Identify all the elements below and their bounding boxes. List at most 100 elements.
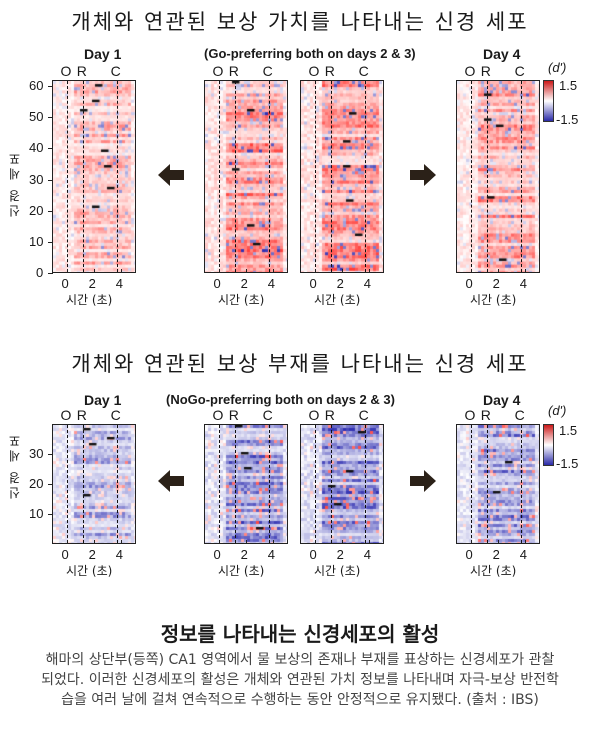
- event-line: [364, 81, 366, 272]
- event-line: [116, 425, 118, 543]
- x-tick-mark: [120, 269, 122, 272]
- x-tick-mark: [245, 540, 247, 543]
- event-label: O: [308, 63, 320, 79]
- event-label: C: [262, 63, 273, 79]
- y-tick-label: 30: [29, 446, 44, 461]
- x-tick-mark: [368, 269, 370, 272]
- heatmap-canvas: [457, 425, 539, 543]
- y-tick-mark: [48, 514, 53, 515]
- heatmap-panel: [52, 80, 136, 273]
- x-tick-label: 4: [363, 547, 371, 562]
- event-line: [330, 81, 332, 272]
- heatmap-panel: [300, 424, 384, 544]
- event-label: C: [514, 63, 525, 79]
- x-tick-mark: [497, 540, 499, 543]
- x-axis-label: 시간 (초): [218, 564, 265, 578]
- event-label: C: [358, 63, 369, 79]
- section2-title: 개체와 연관된 보상 부재를 나타내는 신경 세포: [71, 352, 529, 376]
- x-tick-mark: [314, 540, 316, 543]
- section1-colorbar-unit: (d'): [548, 60, 567, 75]
- x-tick-label: 4: [519, 276, 527, 291]
- x-tick-mark: [368, 540, 370, 543]
- event-line: [470, 81, 472, 272]
- panel-title-day4-s2: Day 4: [483, 392, 521, 408]
- section1-title: 개체와 연관된 보상 가치를 나타내는 신경 세포: [71, 10, 529, 34]
- event-line: [218, 425, 220, 543]
- x-tick-mark: [218, 269, 220, 272]
- x-tick-mark: [470, 540, 472, 543]
- event-label: O: [464, 63, 476, 79]
- event-label: O: [212, 63, 224, 79]
- panel-title-day1-s2: Day 1: [84, 392, 122, 408]
- x-tick-label: 2: [336, 547, 344, 562]
- y-tick-label: 0: [36, 265, 44, 280]
- event-line: [486, 425, 488, 543]
- event-label: R: [76, 407, 87, 423]
- heatmap-canvas: [301, 81, 383, 272]
- heatmap-panel: [456, 424, 540, 544]
- y-tick-mark: [48, 454, 53, 455]
- y-tick-mark: [48, 86, 53, 88]
- heatmap-panel: [300, 80, 384, 273]
- x-tick-mark: [245, 269, 247, 272]
- section2-colorbar-unit: (d'): [548, 403, 567, 418]
- section1-colorbar-min: -1.5: [556, 112, 579, 127]
- heatmap-canvas: [53, 81, 135, 272]
- event-line: [234, 425, 236, 543]
- x-tick-label: 4: [267, 547, 275, 562]
- x-tick-mark: [314, 269, 316, 272]
- x-axis-label: 시간 (초): [66, 564, 113, 578]
- section2-ylabel: 신경 세포: [8, 432, 22, 499]
- x-tick-label: 0: [213, 547, 221, 562]
- event-label: R: [228, 63, 239, 79]
- caption: 해마의 상단부(등쪽) CA1 영역에서 물 보상의 존재나 부재를 표상하는 …: [41, 652, 559, 708]
- y-tick-mark: [48, 210, 53, 212]
- heatmap-panel: [204, 424, 288, 544]
- heatmap-canvas: [53, 425, 135, 543]
- event-label: R: [324, 407, 335, 423]
- x-tick-mark: [218, 540, 220, 543]
- heatmap-canvas: [457, 81, 539, 272]
- x-tick-mark: [341, 269, 343, 272]
- x-axis-label: 시간 (초): [314, 293, 361, 307]
- event-label: C: [110, 407, 121, 423]
- panel-title-day1: Day 1: [84, 46, 122, 62]
- x-tick-mark: [93, 269, 95, 272]
- y-tick-label: 20: [29, 476, 44, 491]
- x-tick-mark: [497, 269, 499, 272]
- x-tick-mark: [524, 540, 526, 543]
- event-line: [234, 81, 236, 272]
- event-line: [66, 81, 68, 272]
- x-axis-label: 시간 (초): [218, 293, 265, 307]
- arrow-right-icon: [410, 164, 436, 190]
- x-tick-mark: [120, 540, 122, 543]
- y-tick-label: 40: [29, 140, 44, 156]
- y-tick-label: 30: [29, 171, 44, 187]
- y-tick-mark: [48, 148, 53, 150]
- event-line: [364, 425, 366, 543]
- x-tick-label: 2: [240, 547, 248, 562]
- x-axis-label: 시간 (초): [470, 564, 517, 578]
- x-tick-label: 0: [465, 276, 473, 291]
- x-tick-mark: [272, 269, 274, 272]
- y-tick-mark: [48, 117, 53, 119]
- event-label: O: [60, 63, 72, 79]
- section2-colorbar-min: -1.5: [556, 456, 579, 471]
- y-tick-label: 60: [29, 78, 44, 94]
- x-axis-label: 시간 (초): [470, 293, 517, 307]
- heatmap-canvas: [205, 425, 287, 543]
- x-tick-mark: [66, 269, 68, 272]
- event-line: [470, 425, 472, 543]
- event-label: R: [480, 407, 491, 423]
- event-line: [66, 425, 68, 543]
- x-tick-label: 0: [213, 276, 221, 291]
- event-label: C: [262, 407, 273, 423]
- x-tick-label: 0: [465, 547, 473, 562]
- x-tick-label: 4: [519, 547, 527, 562]
- event-line: [486, 81, 488, 272]
- event-label: R: [324, 63, 335, 79]
- event-line: [268, 81, 270, 272]
- arrow-left-icon: [158, 164, 184, 190]
- heatmap-canvas: [205, 81, 287, 272]
- event-line: [520, 425, 522, 543]
